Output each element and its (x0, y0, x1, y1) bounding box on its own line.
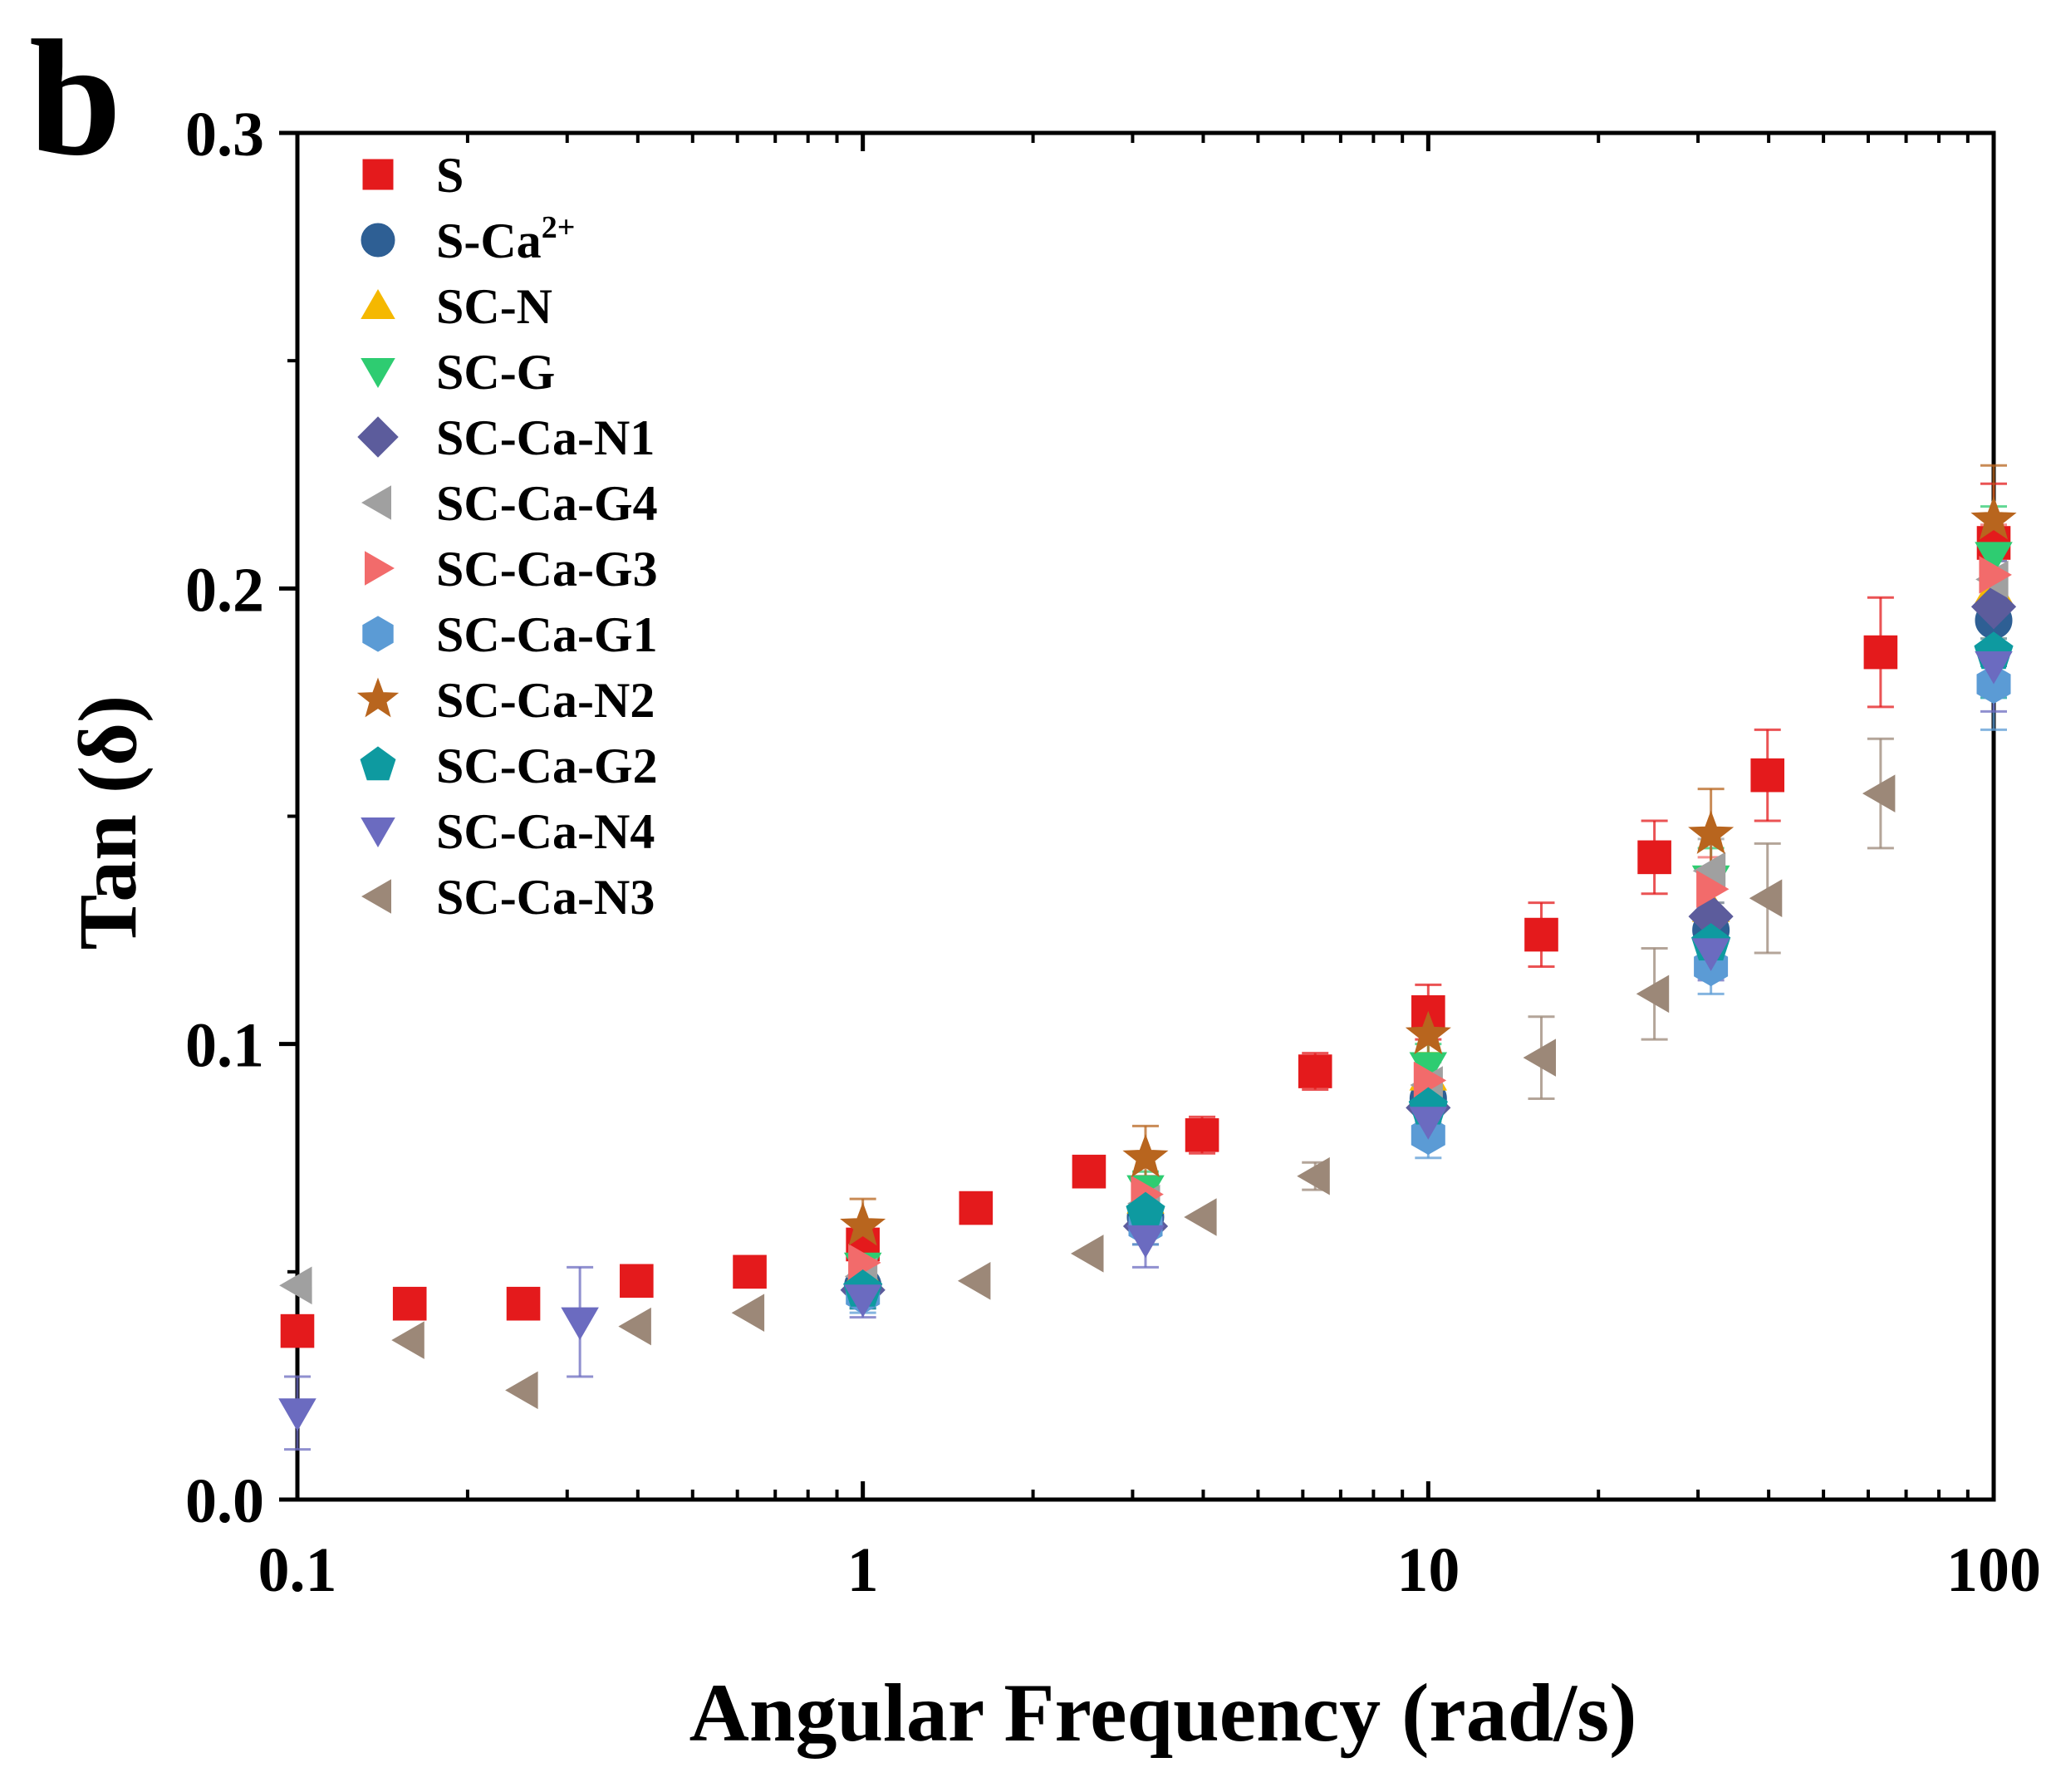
legend-label-sc-ca-g3: SC-Ca-G3 (436, 542, 658, 597)
data-point-s (1298, 1054, 1332, 1088)
legend-marker-sc-ca-n1 (357, 416, 399, 458)
y-tick-label: 0.3 (185, 100, 264, 169)
legend-label-sc-ca-n3: SC-Ca-N3 (436, 870, 655, 925)
y-tick-label: 0.2 (185, 555, 264, 625)
legend-marker-sc-ca-n4 (361, 817, 395, 848)
markers-group (278, 496, 2017, 1431)
data-point-sc-ca-n4 (561, 1307, 599, 1340)
data-point-sc-ca-n2 (840, 1202, 886, 1246)
legend-label-s-ca2: S-Ca2+ (436, 210, 575, 268)
data-point-sc-ca-n4 (1975, 651, 2013, 685)
data-point-s (1524, 917, 1558, 952)
data-point-sc-ca-n3 (1184, 1198, 1217, 1236)
data-point-sc-ca-n3 (1297, 1156, 1330, 1195)
legend-marker-sc-ca-g4 (361, 485, 391, 520)
data-point-sc-ca-g4 (279, 1266, 312, 1305)
legend-label-sc-ca-n1: SC-Ca-N1 (436, 410, 655, 465)
legend-label-sc-ca-n2: SC-Ca-N2 (436, 673, 655, 728)
legend-marker-sc-n (361, 288, 395, 319)
x-tick-label: 1 (847, 1535, 879, 1605)
data-point-sc-ca-n2 (1970, 496, 2017, 540)
legend-marker-sc-g (361, 358, 395, 389)
data-point-s (733, 1254, 767, 1289)
data-point-s (392, 1286, 427, 1321)
x-axis-title: Angular Frequency (rad/s) (689, 1667, 1637, 1759)
data-point-sc-ca-n3 (1862, 774, 1896, 813)
y-axis-title: Tan (δ) (61, 695, 154, 950)
data-point-sc-ca-n3 (731, 1294, 765, 1332)
data-point-sc-ca-n3 (957, 1262, 991, 1300)
data-point-sc-ca-n2 (1122, 1133, 1169, 1178)
data-point-sc-ca-n2 (1405, 1010, 1451, 1055)
data-point-sc-g (1975, 542, 2013, 575)
data-point-s (1185, 1118, 1219, 1152)
data-point-sc-ca-n3 (618, 1307, 651, 1346)
data-point-s (1750, 758, 1785, 793)
legend-marker-sc-ca-n3 (361, 879, 391, 914)
legend-marker-sc-ca-g2 (360, 746, 396, 781)
legend-label-sc-ca-g4: SC-Ca-G4 (436, 476, 658, 531)
legend-marker-sc-ca-n2 (356, 677, 400, 718)
legend-label-sc-g: SC-G (436, 345, 555, 400)
data-point-sc-ca-n3 (391, 1321, 424, 1359)
data-point-s (1072, 1154, 1106, 1189)
data-point-sc-ca-n3 (1523, 1038, 1556, 1077)
data-point-sc-ca-n4 (278, 1398, 316, 1431)
x-tick-label: 100 (1946, 1535, 2041, 1605)
y-tick-label: 0.1 (185, 1011, 264, 1081)
data-point-s (280, 1313, 315, 1348)
x-tick-label: 10 (1396, 1535, 1460, 1605)
y-tick-label: 0.0 (185, 1466, 264, 1536)
data-point-sc-ca-n3 (1070, 1235, 1104, 1273)
legend-label-sc-n: SC-N (436, 279, 552, 334)
legend-label-s: S (436, 148, 464, 203)
legend-marker-sc-ca-g1 (362, 616, 394, 652)
data-point-sc-ca-n4 (1409, 1107, 1448, 1140)
data-point-sc-ca-g3 (1979, 556, 2012, 594)
data-point-sc-ca-n3 (505, 1371, 538, 1410)
legend-label-sc-ca-n4: SC-Ca-N4 (436, 804, 655, 859)
legend-label-sc-ca-g1: SC-Ca-G1 (436, 607, 658, 662)
data-point-sc-ca-n4 (1126, 1225, 1165, 1259)
panel-label: b (29, 7, 121, 190)
data-point-sc-ca-n3 (1749, 879, 1783, 917)
data-point-sc-ca-n3 (1636, 975, 1670, 1014)
legend-marker-s-ca2 (361, 223, 395, 258)
data-point-s (1863, 635, 1898, 670)
data-point-sc-ca-g3 (1696, 870, 1730, 908)
legend-marker-sc-ca-g3 (365, 551, 395, 586)
data-point-s (620, 1264, 654, 1299)
data-point-s (959, 1191, 994, 1225)
x-tick-label: 0.1 (258, 1535, 337, 1605)
legend-marker-s (362, 159, 394, 190)
data-point-s (1637, 840, 1671, 875)
legend: S S-Ca2+ SC-N SC-G SC-Ca-N1 SC-Ca-G4 SC-Ca-G3 S… (356, 148, 658, 925)
data-point-sc-ca-n2 (1688, 810, 1735, 854)
legend-superscript: 2+ (542, 210, 576, 245)
data-point-sc-ca-n4 (843, 1284, 882, 1318)
data-point-sc-ca-n4 (1691, 938, 1730, 971)
legend-label-sc-ca-g2: SC-Ca-G2 (436, 739, 658, 793)
data-point-s (506, 1286, 541, 1321)
